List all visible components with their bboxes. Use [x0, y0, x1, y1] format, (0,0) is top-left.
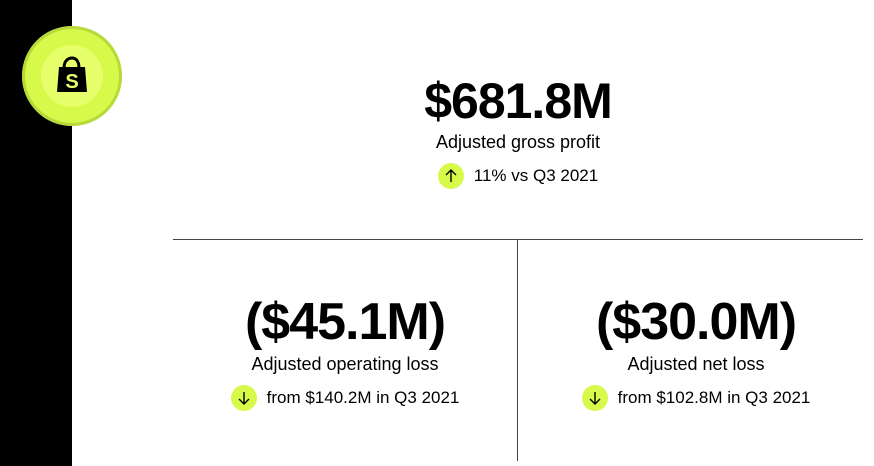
metric-net-loss: ($30.0M) Adjusted net loss from $102.8M …: [518, 292, 874, 411]
net-loss-change: from $102.8M in Q3 2021: [518, 385, 874, 411]
net-loss-value: ($30.0M): [595, 293, 797, 351]
gross-profit-label: Adjusted gross profit: [435, 132, 601, 152]
operating-loss-change: from $140.2M in Q3 2021: [173, 385, 517, 411]
arrow-down-icon: [230, 385, 257, 411]
horizontal-divider: [173, 239, 863, 240]
svg-text:S: S: [65, 71, 78, 93]
vertical-divider: [517, 239, 518, 461]
shopify-bag-icon: S: [41, 45, 103, 107]
metric-gross-profit: $681.8M Adjusted gross profit 11% vs Q3 …: [330, 72, 706, 189]
arrow-up-icon: [437, 163, 464, 189]
gross-profit-change-text: 11% vs Q3 2021: [473, 166, 599, 185]
operating-loss-value: ($45.1M): [244, 293, 446, 351]
shopify-logo-badge: S: [22, 26, 122, 126]
net-loss-label: Adjusted net loss: [627, 354, 765, 374]
gross-profit-change: 11% vs Q3 2021: [330, 163, 706, 189]
arrow-down-icon: [581, 385, 608, 411]
operating-loss-label: Adjusted operating loss: [251, 354, 439, 374]
net-loss-change-text: from $102.8M in Q3 2021: [617, 388, 811, 407]
gross-profit-value: $681.8M: [424, 73, 613, 129]
operating-loss-change-text: from $140.2M in Q3 2021: [266, 388, 460, 407]
metric-operating-loss: ($45.1M) Adjusted operating loss from $1…: [173, 292, 517, 411]
